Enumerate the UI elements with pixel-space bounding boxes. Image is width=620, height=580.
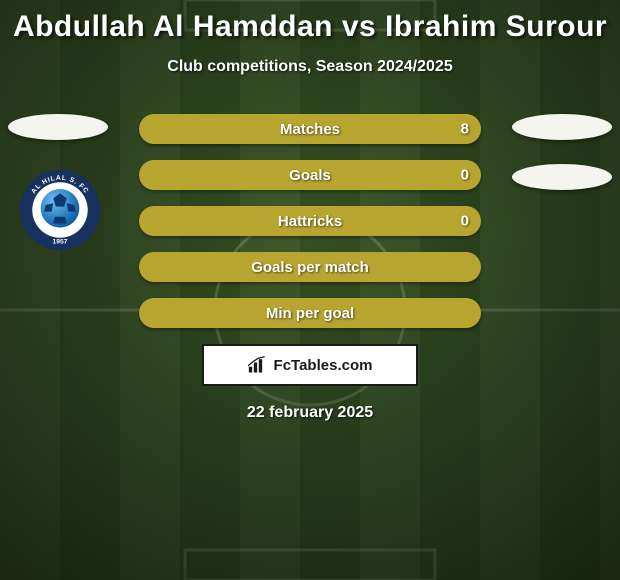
stat-row: Goals per match [139,252,481,282]
stat-row: Min per goal [139,298,481,328]
player-left-photo-placeholder [8,114,108,140]
stats-area: AL HILAL S. FC 1957 Matches8Goals0Hattri… [0,114,620,422]
stat-row: Matches 8 [139,114,481,144]
stat-label: Goals [289,167,331,184]
bar-chart-icon [248,356,268,374]
stat-value-right: 0 [461,213,469,230]
stat-row: Goals 0 [139,160,481,190]
attribution-box: FcTables.com [202,344,418,386]
stat-rows: Matches 8 Goals 0 Hattricks 0 Goals per match M… [139,114,481,328]
stat-label: Hattricks [278,213,342,230]
stat-label: Matches [280,121,340,138]
player-right-photo-placeholder-1 [512,114,612,140]
season-subtitle: Club competitions, Season 2024/2025 [0,58,620,76]
stat-value-right: 0 [461,167,469,184]
player-right-photo-placeholder-2 [512,164,612,190]
stat-label: Min per goal [266,305,354,322]
comparison-title: Abdullah Al Hamddan vs Ibrahim Surour [0,0,620,44]
attribution-text: FcTables.com [274,357,373,374]
stat-row: Hattricks 0 [139,206,481,236]
stat-value-right: 8 [461,121,469,138]
comparison-date: 22 february 2025 [0,404,620,422]
club-badge-left: AL HILAL S. FC 1957 [18,168,102,252]
svg-text:1957: 1957 [53,239,68,246]
stat-label: Goals per match [251,259,369,276]
